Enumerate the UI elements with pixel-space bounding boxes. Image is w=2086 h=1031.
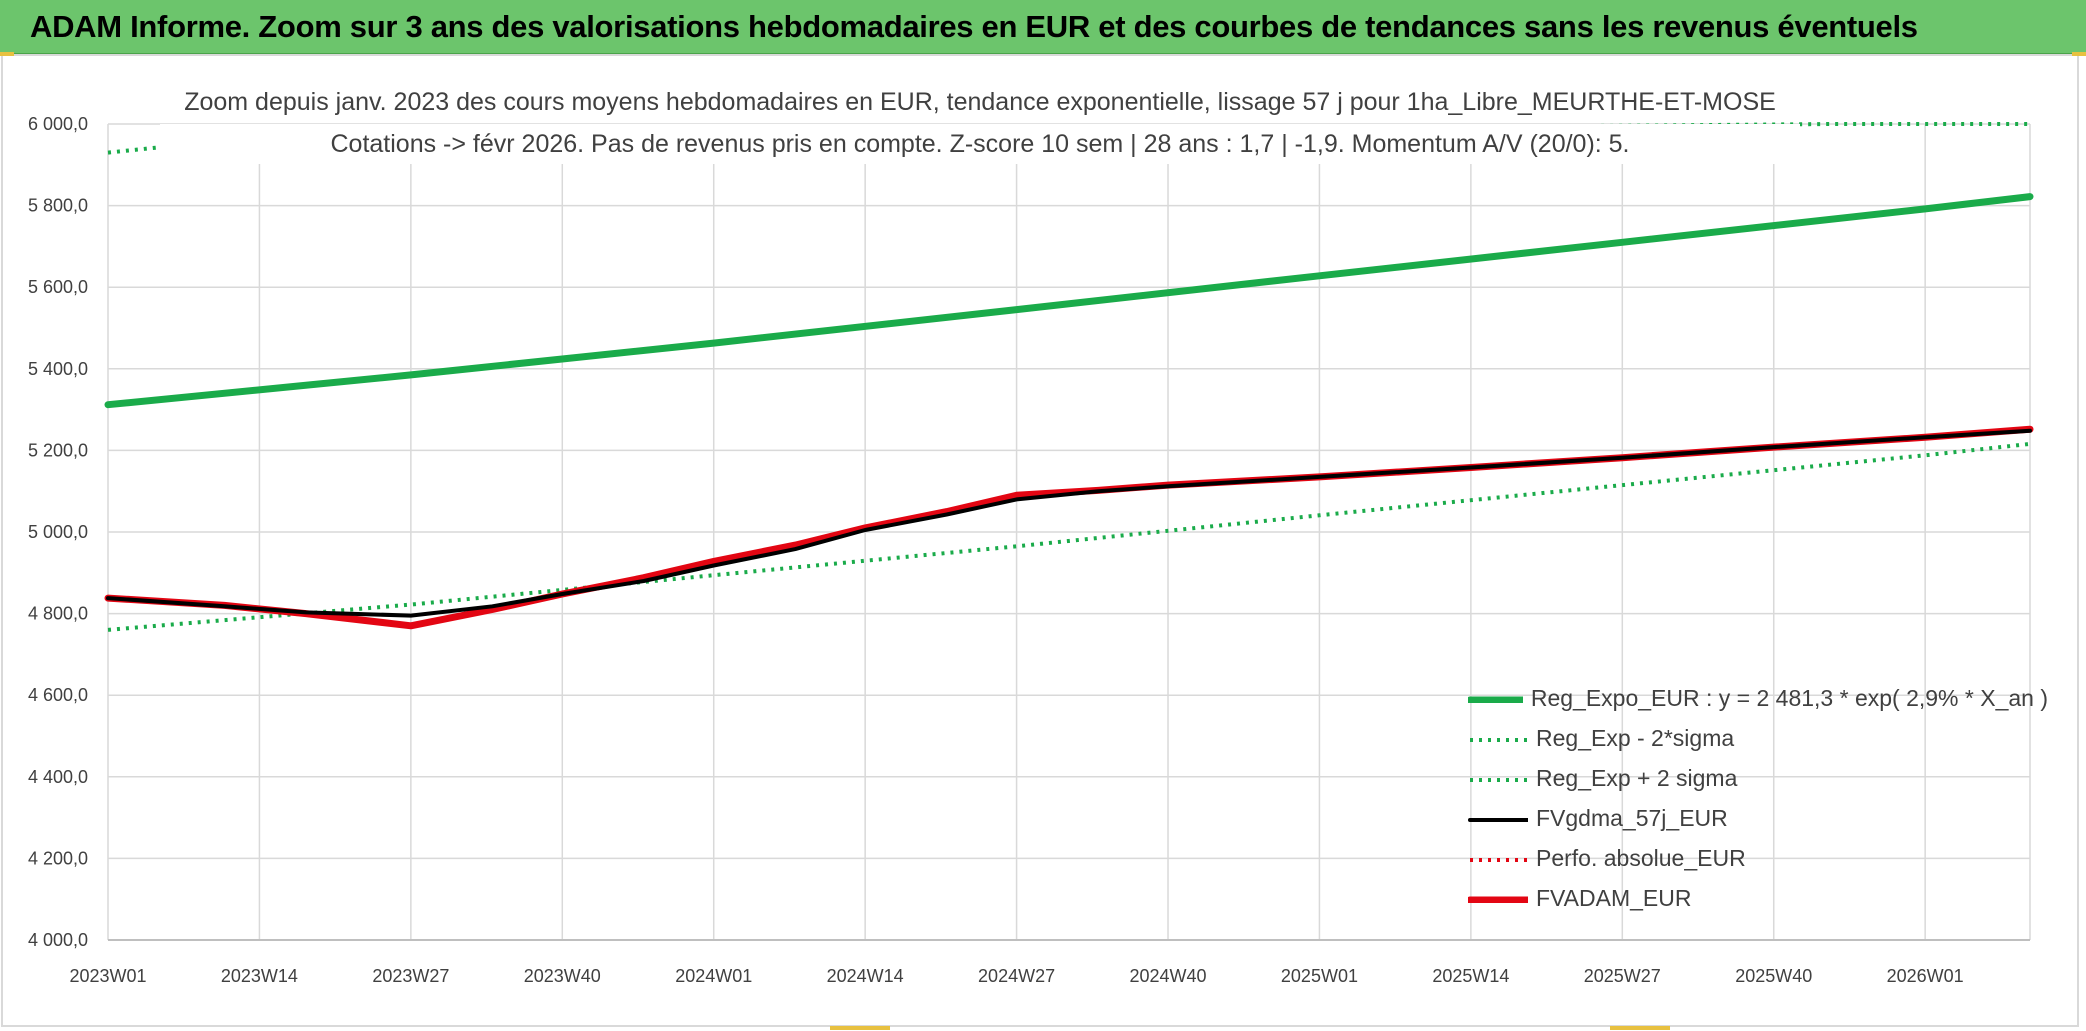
x-tick-label: 2023W01	[69, 966, 146, 986]
legend-label: FVADAM_EUR	[1536, 884, 1692, 911]
legend-swatch	[1470, 858, 1528, 862]
y-axis: 4 000,0 4 200,0 4 400,0 4 600,0 4 800,0 5 000…	[28, 114, 88, 950]
y-tick-label: 4 200,0	[28, 848, 88, 868]
x-tick-label: 2024W14	[827, 966, 904, 986]
y-tick-label: 5 800,0	[28, 196, 88, 216]
chart-legend: Reg_Expo_EUR : y = 2 481,3 * exp( 2,9% *…	[1468, 678, 2048, 918]
chart-title-line-1: Zoom depuis janv. 2023 des cours moyens …	[160, 82, 1800, 122]
legend-label: Perfo. absolue_EUR	[1536, 844, 1746, 871]
x-tick-label: 2023W40	[524, 966, 601, 986]
legend-item: Reg_Exp - 2*sigma	[1468, 718, 2048, 758]
x-tick-label: 2024W01	[675, 966, 752, 986]
legend-swatch	[1468, 818, 1528, 822]
x-tick-label: 2025W14	[1432, 966, 1509, 986]
x-tick-label: 2025W40	[1735, 966, 1812, 986]
series-lines	[104, 122, 2034, 632]
x-tick-label: 2025W27	[1584, 966, 1661, 986]
x-tick-label: 2026W01	[1887, 966, 1964, 986]
corner-mark	[830, 1026, 890, 1030]
x-tick-label: 2024W40	[1129, 966, 1206, 986]
y-tick-label: 4 600,0	[28, 685, 88, 705]
legend-swatch	[1470, 778, 1528, 782]
chart-title-line-2: Cotations -> févr 2026. Pas de revenus p…	[160, 124, 1800, 164]
legend-swatch	[1468, 696, 1523, 703]
y-tick-label: 5 600,0	[28, 277, 88, 297]
corner-mark	[1610, 1026, 1670, 1030]
legend-swatch	[1468, 896, 1528, 903]
x-tick-label: 2024W27	[978, 966, 1055, 986]
legend-item: FVgdma_57j_EUR	[1468, 798, 2048, 838]
corner-mark	[2072, 52, 2086, 56]
x-tick-label: 2023W27	[372, 966, 449, 986]
legend-item: Reg_Expo_EUR : y = 2 481,3 * exp( 2,9% *…	[1468, 678, 2048, 718]
series-line-5	[104, 425, 2034, 630]
series-line-0	[104, 193, 2034, 409]
legend-item: Reg_Exp + 2 sigma	[1468, 758, 2048, 798]
legend-item: Perfo. absolue_EUR	[1468, 838, 2048, 878]
y-tick-label: 4 800,0	[28, 604, 88, 624]
y-tick-label: 6 000,0	[28, 114, 88, 134]
corner-mark	[0, 52, 14, 56]
legend-label: Reg_Exp - 2*sigma	[1536, 724, 1735, 751]
series-line-3	[106, 428, 2032, 618]
legend-label: Reg_Exp + 2 sigma	[1536, 764, 1738, 791]
y-tick-label: 5 200,0	[28, 440, 88, 460]
legend-label: Reg_Expo_EUR : y = 2 481,3 * exp( 2,9% *…	[1530, 684, 2048, 711]
series-line-1	[107, 441, 2031, 632]
y-tick-label: 4 400,0	[28, 767, 88, 787]
x-axis: 2023W01 2023W14 2023W27 2023W40 2024W01 2024W…	[69, 939, 2030, 986]
report-header: ADAM Informe. Zoom sur 3 ans des valoris…	[0, 0, 2086, 54]
y-tick-label: 5 400,0	[28, 359, 88, 379]
x-tick-label: 2025W01	[1281, 966, 1358, 986]
report-title: ADAM Informe. Zoom sur 3 ans des valoris…	[30, 9, 1918, 44]
legend-item: FVADAM_EUR	[1468, 878, 2048, 918]
series-line-4	[107, 427, 2031, 628]
legend-label: FVgdma_57j_EUR	[1536, 804, 1728, 831]
x-tick-label: 2023W14	[221, 966, 298, 986]
chart-frame	[1, 54, 2079, 1027]
y-tick-label: 4 000,0	[28, 930, 88, 950]
legend-swatch	[1470, 738, 1528, 742]
y-tick-label: 5 000,0	[28, 522, 88, 542]
